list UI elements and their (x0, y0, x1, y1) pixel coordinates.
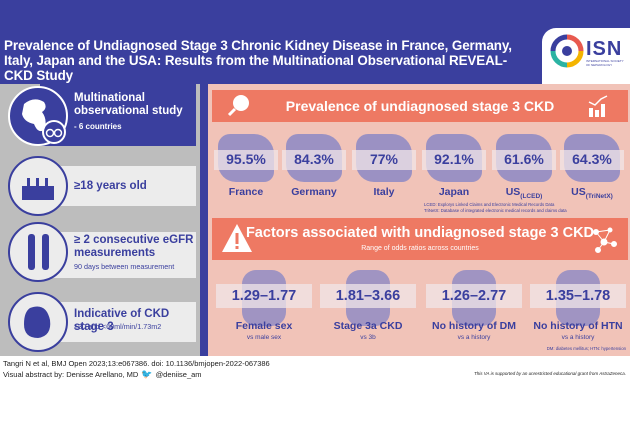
prevalence-value: 64.3% (572, 151, 612, 167)
country-name: Germany (291, 186, 337, 198)
factor-label: No history of HTN (533, 320, 623, 332)
criteria-label: Indicative of CKD stage 3 (74, 308, 170, 333)
network-icon (593, 227, 617, 253)
country-us-trinetx: 64.3% US(TriNetX) (560, 130, 624, 202)
grant-note: This VA is supported by an unrestricted … (474, 371, 626, 376)
isn-logo-icon (550, 34, 584, 68)
prevalence-value: 77% (369, 151, 399, 167)
factors-banner: Factors associated with undiagnosed stag… (212, 218, 628, 260)
prevalence-banner: Prevalence of undiagnosed stage 3 CKD (212, 90, 628, 122)
results-panel: Prevalence of undiagnosed stage 3 CKD 95… (200, 84, 630, 356)
factor-sub: vs 3b (360, 334, 376, 341)
country-name: Italy (373, 186, 395, 198)
prevalence-value: 84.3% (294, 151, 334, 167)
odds-ratio-range: 1.81–3.66 (335, 288, 401, 304)
country-name: Japan (438, 186, 470, 198)
country-france: 95.5% France (214, 130, 278, 202)
odds-ratio-range: 1.29–1.77 (231, 288, 297, 304)
criteria-label: ≥ 2 consecutive eGFR measurements (74, 234, 194, 259)
odds-ratio-range: 1.26–2.77 (441, 288, 507, 304)
criteria-sub: ≥30 and <60ml/min/1.73m2 (74, 322, 162, 331)
factor-sub: vs a history (561, 334, 595, 341)
factor-label: Female sex (235, 320, 293, 332)
country-us-lced: 61.6% US(LCED) (492, 130, 556, 202)
factor-label: No history of DM (432, 320, 516, 332)
bar-chart-icon (588, 95, 608, 117)
country-name: US(LCED) (505, 186, 543, 201)
citation: Tangri N et al, BMJ Open 2023;13:e067386… (3, 359, 270, 368)
warning-icon (222, 224, 252, 252)
prevalence-value: 61.6% (504, 151, 544, 167)
factors-title: Factors associated with undiagnosed stag… (245, 225, 595, 241)
factor-no-dm: 1.26–2.77 No history of DM vs a history (426, 270, 522, 356)
country-italy: 77% Italy (352, 130, 416, 202)
prevalence-value: 95.5% (226, 151, 266, 167)
criteria-label: Multinational observational study (74, 92, 183, 117)
magnifier-icon (227, 95, 249, 117)
factors-subtitle: Range of odds ratios across countries (361, 245, 479, 252)
factor-label: Stage 3a CKD (333, 320, 403, 332)
page-title: Prevalence of Undiagnosed Stage 3 Chroni… (4, 38, 512, 83)
test-tubes-icon (8, 222, 68, 282)
prevalence-title: Prevalence of undiagnosed stage 3 CKD (285, 98, 555, 114)
factor-stage-3a: 1.81–3.66 Stage 3a CKD vs 3b (320, 270, 416, 356)
header: Prevalence of Undiagnosed Stage 3 Chroni… (0, 0, 630, 88)
criteria-sub: 90 days between measurement (74, 262, 175, 271)
twitter-icon: 🐦 (141, 369, 153, 379)
author-line: Visual abstract by: Denisse Arellano, MD… (3, 369, 202, 379)
factor-no-htn: 1.35–1.78 No history of HTN vs a history (530, 270, 626, 356)
criteria-row-egfr: ≥ 2 consecutive eGFR measurements 90 day… (0, 222, 200, 282)
birthday-cake-icon (8, 156, 68, 216)
country-japan: 92.1% Japan (422, 130, 486, 202)
prevalence-value: 92.1% (434, 151, 474, 167)
criteria-row-ckd: Indicative of CKD stage 3 ≥30 and <60ml/… (0, 292, 200, 352)
isn-logo-text: ISN (586, 38, 623, 60)
criteria-row-age: ≥18 years old (0, 156, 200, 216)
criteria-row-study: Multinational observational study - 6 co… (0, 84, 200, 146)
isn-logo-box: ISN INTERNATIONAL SOCIETY OF NEPHROLOGY (542, 28, 630, 88)
odds-ratio-range: 1.35–1.78 (545, 288, 611, 304)
country-germany: 84.3% Germany (282, 130, 346, 202)
factor-sub: vs male sex (246, 334, 282, 341)
criteria-label: ≥18 years old (74, 180, 147, 192)
twitter-handle[interactable]: @deniise_am (155, 370, 202, 379)
kidney-icon (8, 292, 68, 352)
country-name: US(TriNetX) (571, 186, 613, 201)
factor-sub: vs a history (457, 334, 491, 341)
factor-female-sex: 1.29–1.77 Female sex vs male sex (216, 270, 312, 356)
inclusion-criteria-panel: Multinational observational study - 6 co… (0, 84, 200, 356)
isn-logo-subtext: INTERNATIONAL SOCIETY OF NEPHROLOGY (586, 59, 624, 67)
globe-binoculars-icon (8, 86, 68, 146)
country-name: France (228, 186, 264, 198)
database-definitions: LCED: Explorys Linked Claims and Electro… (424, 202, 567, 213)
abbreviations-note: DM: diabetes mellitus; HTN: hypertension (546, 346, 626, 351)
criteria-sub: - 6 countries (74, 122, 122, 131)
